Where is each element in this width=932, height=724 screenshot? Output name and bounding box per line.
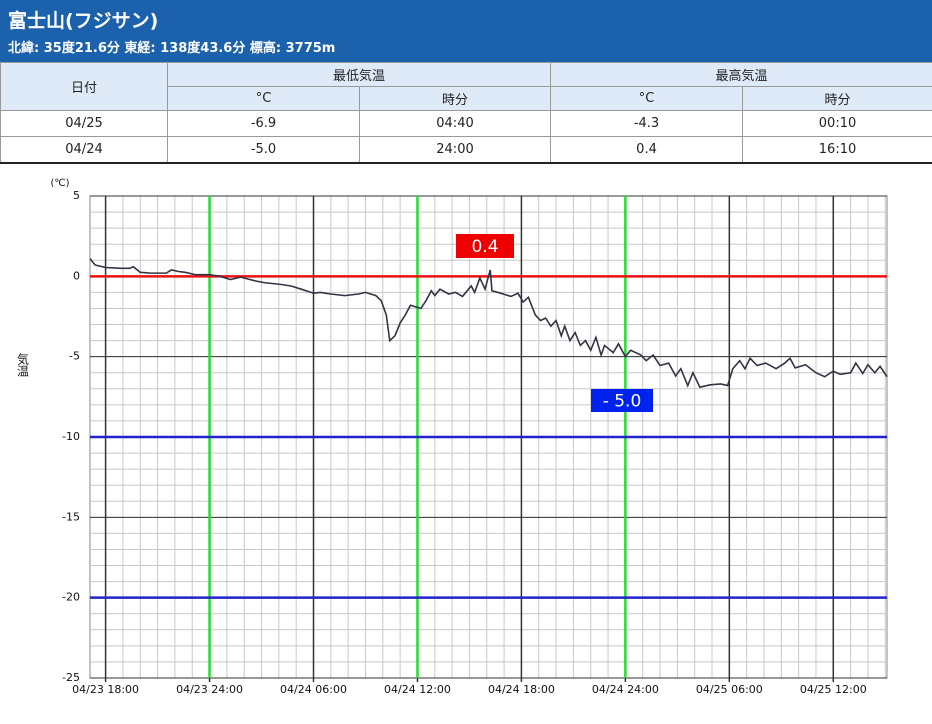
- cell: 04/24: [0, 136, 168, 164]
- header-cell: 最高気温: [550, 62, 932, 87]
- y-tick-label: -20: [62, 591, 80, 604]
- x-tick-label: 04/25 12:00: [800, 683, 867, 696]
- title: 富士山(フジサン): [8, 10, 159, 32]
- header-cell: °C: [550, 86, 744, 111]
- y-tick-label: -25: [62, 671, 80, 684]
- header: 富士山(フジサン) 北緯: 35度21.6分 東経: 138度43.6分 標高:…: [0, 0, 932, 62]
- x-tick-label: 04/24 12:00: [384, 683, 451, 696]
- x-tick-label: 04/25 06:00: [696, 683, 763, 696]
- x-tick-label: 04/24 24:00: [592, 683, 659, 696]
- data-row: 04/25 -6.9 04:40 -4.3 00:10: [0, 110, 932, 137]
- cell: 04:40: [358, 110, 552, 137]
- header-cell: 日付: [0, 62, 168, 111]
- annotation-box: [591, 389, 653, 412]
- header-cell: 時分: [742, 86, 932, 111]
- y-tick-label: -5: [69, 350, 80, 363]
- y-tick-label: 5: [73, 189, 80, 202]
- cell: -4.3: [550, 110, 744, 137]
- header-row: 日付 最低気温 最高気温: [0, 62, 932, 111]
- cell: -5.0: [167, 136, 360, 164]
- annotation-label: - 5.0: [603, 392, 642, 412]
- header-cell: 最低気温: [166, 62, 552, 87]
- summary-table: 日付 最低気温 最高気温 °C 時分 °C 時分 04/25 -6.9 04:4…: [0, 62, 932, 164]
- x-tick-label: 04/23 24:00: [176, 683, 243, 696]
- y-tick-label: -10: [62, 430, 80, 443]
- x-tick-label: 04/24 18:00: [488, 683, 555, 696]
- header-cell: 時分: [358, 86, 552, 111]
- subheader-row: °C 時分 °C 時分: [1, 86, 932, 111]
- cell: -6.9: [167, 110, 360, 137]
- data-row: 04/24 -5.0 24:00 0.4 16:10: [0, 136, 932, 164]
- header-cell: °C: [167, 86, 360, 111]
- cell: 24:00: [358, 136, 552, 164]
- y-tick-label: 0: [73, 269, 80, 282]
- y-unit: (℃): [50, 178, 69, 189]
- annotation-label: 0.4: [471, 237, 498, 257]
- cell: 0.4: [550, 136, 744, 164]
- subtitle: 北緯: 35度21.6分 東経: 138度43.6分 標高: 3775m: [8, 41, 336, 56]
- x-tick-label: 04/24 06:00: [280, 683, 347, 696]
- x-tick-label: 04/23 18:00: [72, 683, 139, 696]
- cell: 00:10: [742, 110, 932, 137]
- annotation-box: [456, 234, 514, 258]
- y-tick-label: -15: [62, 510, 80, 523]
- y-axis-label: 気温: [16, 352, 30, 377]
- temperature-line: [89, 258, 888, 389]
- cell: 16:10: [742, 136, 932, 164]
- cell: 04/25: [0, 110, 168, 137]
